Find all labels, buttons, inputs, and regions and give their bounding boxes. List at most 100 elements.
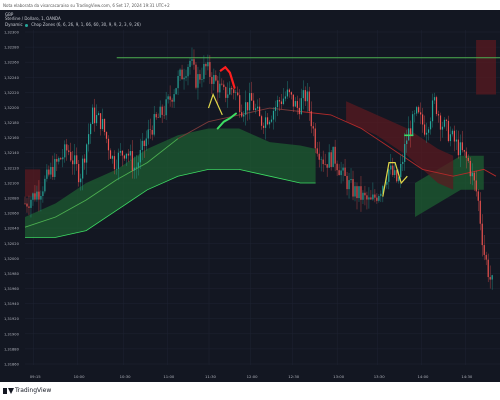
candle-body [70,151,72,161]
candle-body [93,107,96,124]
price-chart-svg[interactable]: 1,32300 1,32280 1,32260 1,32240 1,32220 1,322… [0,10,500,382]
candle-body [135,166,137,168]
y-tick-label: 1,32080 [4,197,20,201]
candle-body [121,150,124,156]
red-zone-right [476,40,496,95]
candle-body [32,193,34,200]
candle-body [90,123,92,135]
candle-body [105,132,108,139]
candle-body [225,87,227,98]
y-tick-label: 1,32140 [4,151,20,155]
candle-body [437,114,440,116]
ma-line-red [300,111,497,177]
candle-body [491,275,493,280]
candle-body [328,152,330,168]
candle-body [390,165,392,170]
red-zone-left [25,169,41,197]
candle-body [332,146,334,167]
candle-body [316,148,318,154]
candle-body [455,139,457,142]
candle-body [139,149,141,163]
candle-body [147,129,149,139]
candle-body [239,95,241,113]
candle-body [34,193,36,200]
candle-body [408,128,410,141]
candle-body [48,169,50,175]
candle-body [28,206,30,208]
candle-body [382,186,384,194]
candle-body [99,113,102,129]
candle-body [36,191,38,200]
header-note: Nota elaborata da visarcacaraiso su Trad… [3,3,170,8]
candle-body [304,90,306,102]
candle-body [330,152,332,167]
candle-body [46,169,48,179]
candle-body [86,144,88,163]
candle-body [412,114,414,136]
candle-body [310,111,312,127]
candle-body [368,197,370,200]
symbol-code: GBP [5,12,14,17]
y-tick-label: 1,31920 [4,317,20,321]
indicator-label: Dynamic [5,22,23,27]
candle-body [243,114,245,117]
candle-body [425,132,428,135]
candle-body [56,158,58,162]
candle-body [260,116,263,126]
candle-body [223,84,225,88]
candle-body [183,77,185,80]
candle-body [276,100,279,108]
x-tick-label: 13:00 [333,374,345,379]
signal-yellow-right [382,162,408,197]
candle-body [346,175,348,190]
candle-body [149,129,151,130]
candle-body [52,166,54,177]
candle-body [477,191,479,201]
candle-body [322,159,324,165]
candle-body [211,76,213,84]
candle-body [467,157,469,162]
ma-line-mid [177,107,301,140]
x-tick-label: 11:30 [205,374,217,379]
y-tick-label: 1,32060 [4,212,20,216]
candle-body [364,192,366,196]
candle-body [74,155,76,165]
candle-body [258,106,261,117]
y-tick-label: 1,32020 [4,242,20,246]
candle-body [429,121,432,130]
candle-body [465,151,467,158]
candle-body [471,172,473,177]
candle-body [195,64,197,88]
candle-body [137,162,139,167]
y-tick-label: 1,32260 [4,61,20,65]
candle-body [97,113,100,116]
candle-body [191,59,193,61]
candle-body [418,107,420,113]
candle-body [404,144,406,162]
candle-body [400,163,402,178]
candle-body [421,114,424,125]
candle-body [201,78,203,80]
candle-body [394,170,396,176]
candle-body [159,106,161,118]
candle-body [398,177,400,182]
chart-legend: Sterline / Dollaro, 1, OANDA Dynamic Cho… [5,16,141,28]
candle-body [284,96,287,99]
x-tick-label: 14:30 [461,374,473,379]
signal-red-cap [219,65,236,89]
candle-body [237,92,239,96]
y-tick-label: 1,32180 [4,121,20,125]
y-tick-label: 1,32040 [4,227,20,231]
candle-body [42,191,44,196]
candle-body [282,98,285,105]
candle-body [123,155,125,159]
chart-area[interactable]: 1,32300 1,32280 1,32260 1,32240 1,32220 1,322… [0,10,500,382]
candle-body [66,144,68,151]
candle-body [392,165,394,176]
candle-body [354,186,356,197]
candle-body [431,100,434,122]
candle-body [197,74,199,88]
candle-body [370,197,372,200]
candle-body [113,156,116,170]
candle-body [473,172,475,181]
